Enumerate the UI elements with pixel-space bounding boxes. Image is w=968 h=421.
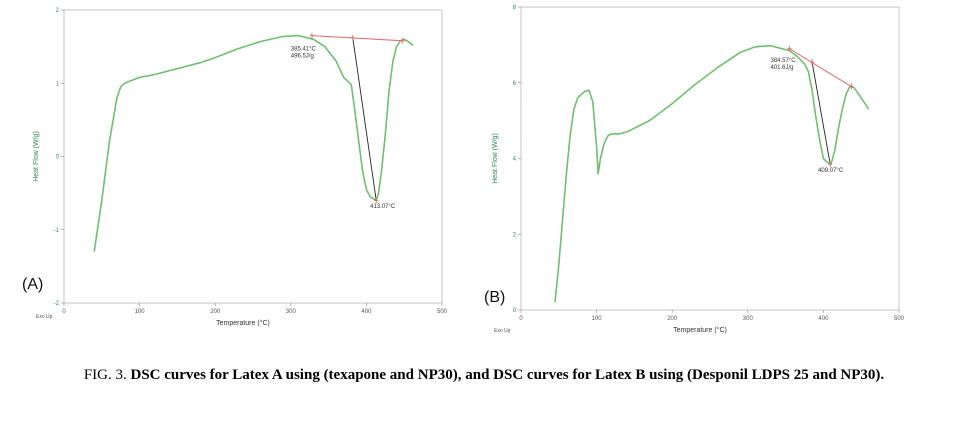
chart-a-annotation: 496.5J/g: [291, 53, 314, 59]
chart-b-integration-line: [811, 61, 831, 165]
chart-a-panel-label: (A): [22, 276, 43, 293]
chart-a-annotation: 413.07°C: [370, 204, 396, 210]
chart-b-y-tick-label: 4: [513, 157, 517, 163]
chart-a-x-tick-label: 400: [361, 309, 372, 315]
figure-caption: FIG. 3. DSC curves for Latex A using (te…: [0, 364, 968, 387]
chart-a-integration-line: [352, 37, 377, 201]
chart-b-frame: [520, 6, 900, 311]
chart-a-x-tick-label: 100: [135, 309, 146, 315]
chart-b-y-tick-label: 2: [513, 232, 517, 238]
chart-b-annotation: 401.6J/g: [770, 65, 793, 71]
chart-b-panel-label: (B): [484, 289, 505, 306]
chart-b-y-tick-label: 0: [513, 308, 517, 314]
chart-b-x-tick-label: 200: [667, 316, 678, 322]
chart-a-y-tick-label: 0: [56, 155, 60, 161]
chart-a-baseline-line: [311, 35, 403, 42]
chart-a-exo-up-label: Exo Up: [36, 314, 53, 320]
chart-a-x-tick-label: 200: [210, 309, 221, 315]
chart-b-x-tick-label: 500: [894, 316, 905, 322]
chart-a-x-axis-label: Temperature (°C): [216, 319, 270, 327]
chart-a-y-tick-label: -1: [54, 228, 60, 234]
chart-panel-b: 0 100 200 300 400 500 0 2 4 6 8 Temperature (°C) Hea…: [484, 5, 905, 334]
chart-b-x-tick-label: 400: [818, 316, 829, 322]
chart-b-x-tick-label: 300: [743, 316, 754, 322]
chart-a-y-tick-label: -2: [54, 301, 60, 307]
chart-b-y-tick-label: 6: [513, 81, 517, 87]
chart-a-y-tick-label: 1: [56, 81, 60, 87]
chart-b-x-tick-label: 0: [519, 316, 523, 322]
chart-a-y-tick-label: 2: [56, 8, 60, 14]
chart-a-annotation: 385.41°C: [291, 46, 317, 52]
chart-b-y-axis-label: Heat Flow (W/g): [492, 133, 499, 184]
chart-a-series-line: [93, 34, 414, 252]
caption-label: FIG. 3.: [83, 367, 131, 383]
chart-b-exo-up-label: Exo Up: [494, 328, 511, 334]
chart-a-x-tick-label: 300: [286, 309, 297, 315]
chart-b-x-tick-label: 100: [592, 316, 603, 322]
chart-b-series-line: [554, 44, 870, 303]
chart-b-x-axis-label: Temperature (°C): [673, 326, 727, 334]
chart-a-frame: [63, 9, 443, 304]
chart-a-x-tick-label: 0: [62, 309, 66, 315]
chart-b-annotation: 384.57°C: [770, 58, 796, 64]
chart-a-x-tick-label: 500: [437, 309, 448, 315]
chart-a-y-axis-label: Heat Flow (W/g): [33, 131, 40, 182]
chart-b-y-tick-label: 8: [513, 5, 517, 11]
chart-b-annotation: 409.07°C: [818, 168, 844, 174]
caption-text: DSC curves for Latex A using (texapone a…: [130, 367, 885, 383]
chart-b-baseline-line: [789, 48, 852, 88]
